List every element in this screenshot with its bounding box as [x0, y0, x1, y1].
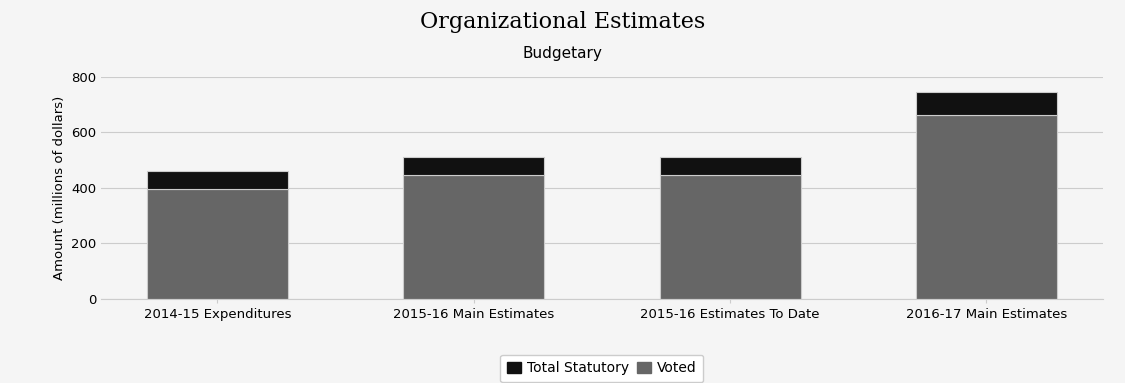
Bar	[659, 175, 801, 299]
Bar	[916, 92, 1058, 115]
Legend: Total Statutory, Voted: Total Statutory, Voted	[501, 355, 703, 383]
Text: Organizational Estimates: Organizational Estimates	[420, 11, 705, 33]
Bar	[403, 175, 544, 299]
Bar	[146, 171, 288, 189]
Bar	[146, 189, 288, 299]
Text: Budgetary: Budgetary	[522, 46, 603, 61]
Bar	[659, 157, 801, 175]
Y-axis label: Amount (millions of dollars): Amount (millions of dollars)	[53, 95, 65, 280]
Bar	[916, 115, 1058, 299]
Bar	[403, 157, 544, 175]
